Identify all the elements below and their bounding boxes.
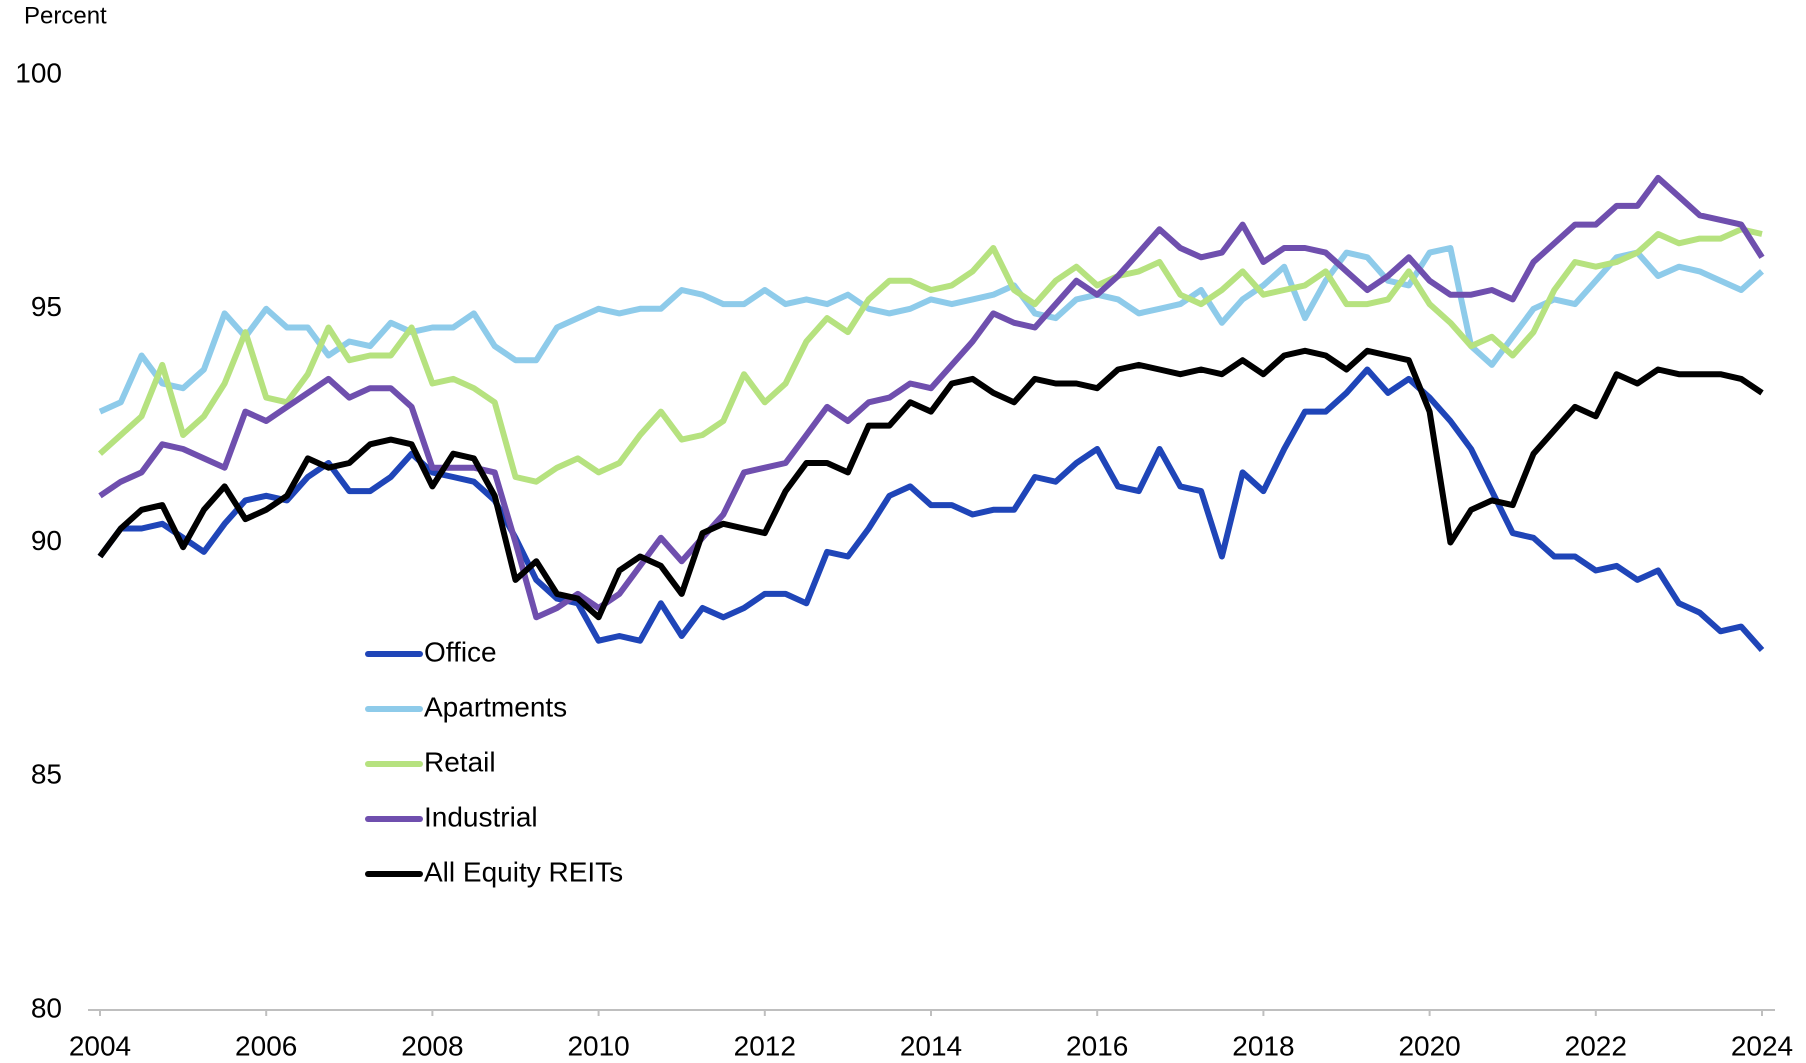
y-tick-label: 100 xyxy=(15,57,62,88)
series-line xyxy=(97,366,1765,652)
y-tick-label: 80 xyxy=(31,992,62,1023)
legend-label: Retail xyxy=(424,746,496,777)
series-line xyxy=(98,245,1764,415)
series-line xyxy=(98,174,1765,621)
x-tick-label: 2018 xyxy=(1232,1030,1294,1058)
x-tick-label: 2016 xyxy=(1066,1030,1128,1058)
y-axis-label: Percent xyxy=(24,2,107,29)
x-tick-label: 2012 xyxy=(734,1030,796,1058)
x-tick-label: 2022 xyxy=(1565,1030,1627,1058)
x-tick-label: 2004 xyxy=(69,1030,131,1058)
x-tick-label: 2006 xyxy=(235,1030,297,1058)
y-tick-label: 90 xyxy=(31,525,62,556)
legend-label: Office xyxy=(424,636,497,667)
x-tick-label: 2020 xyxy=(1398,1030,1460,1058)
x-tick-label: 2014 xyxy=(900,1030,962,1058)
x-tick-label: 2024 xyxy=(1731,1030,1793,1058)
series-line xyxy=(97,226,1763,485)
y-tick-label: 85 xyxy=(31,759,62,790)
series-line xyxy=(97,347,1764,621)
legend-label: All Equity REITs xyxy=(424,856,623,887)
legend-label: Apartments xyxy=(424,691,567,722)
legend-label: Industrial xyxy=(424,801,538,832)
y-tick-label: 95 xyxy=(31,291,62,322)
x-tick-label: 2010 xyxy=(567,1030,629,1058)
x-tick-label: 2008 xyxy=(401,1030,463,1058)
